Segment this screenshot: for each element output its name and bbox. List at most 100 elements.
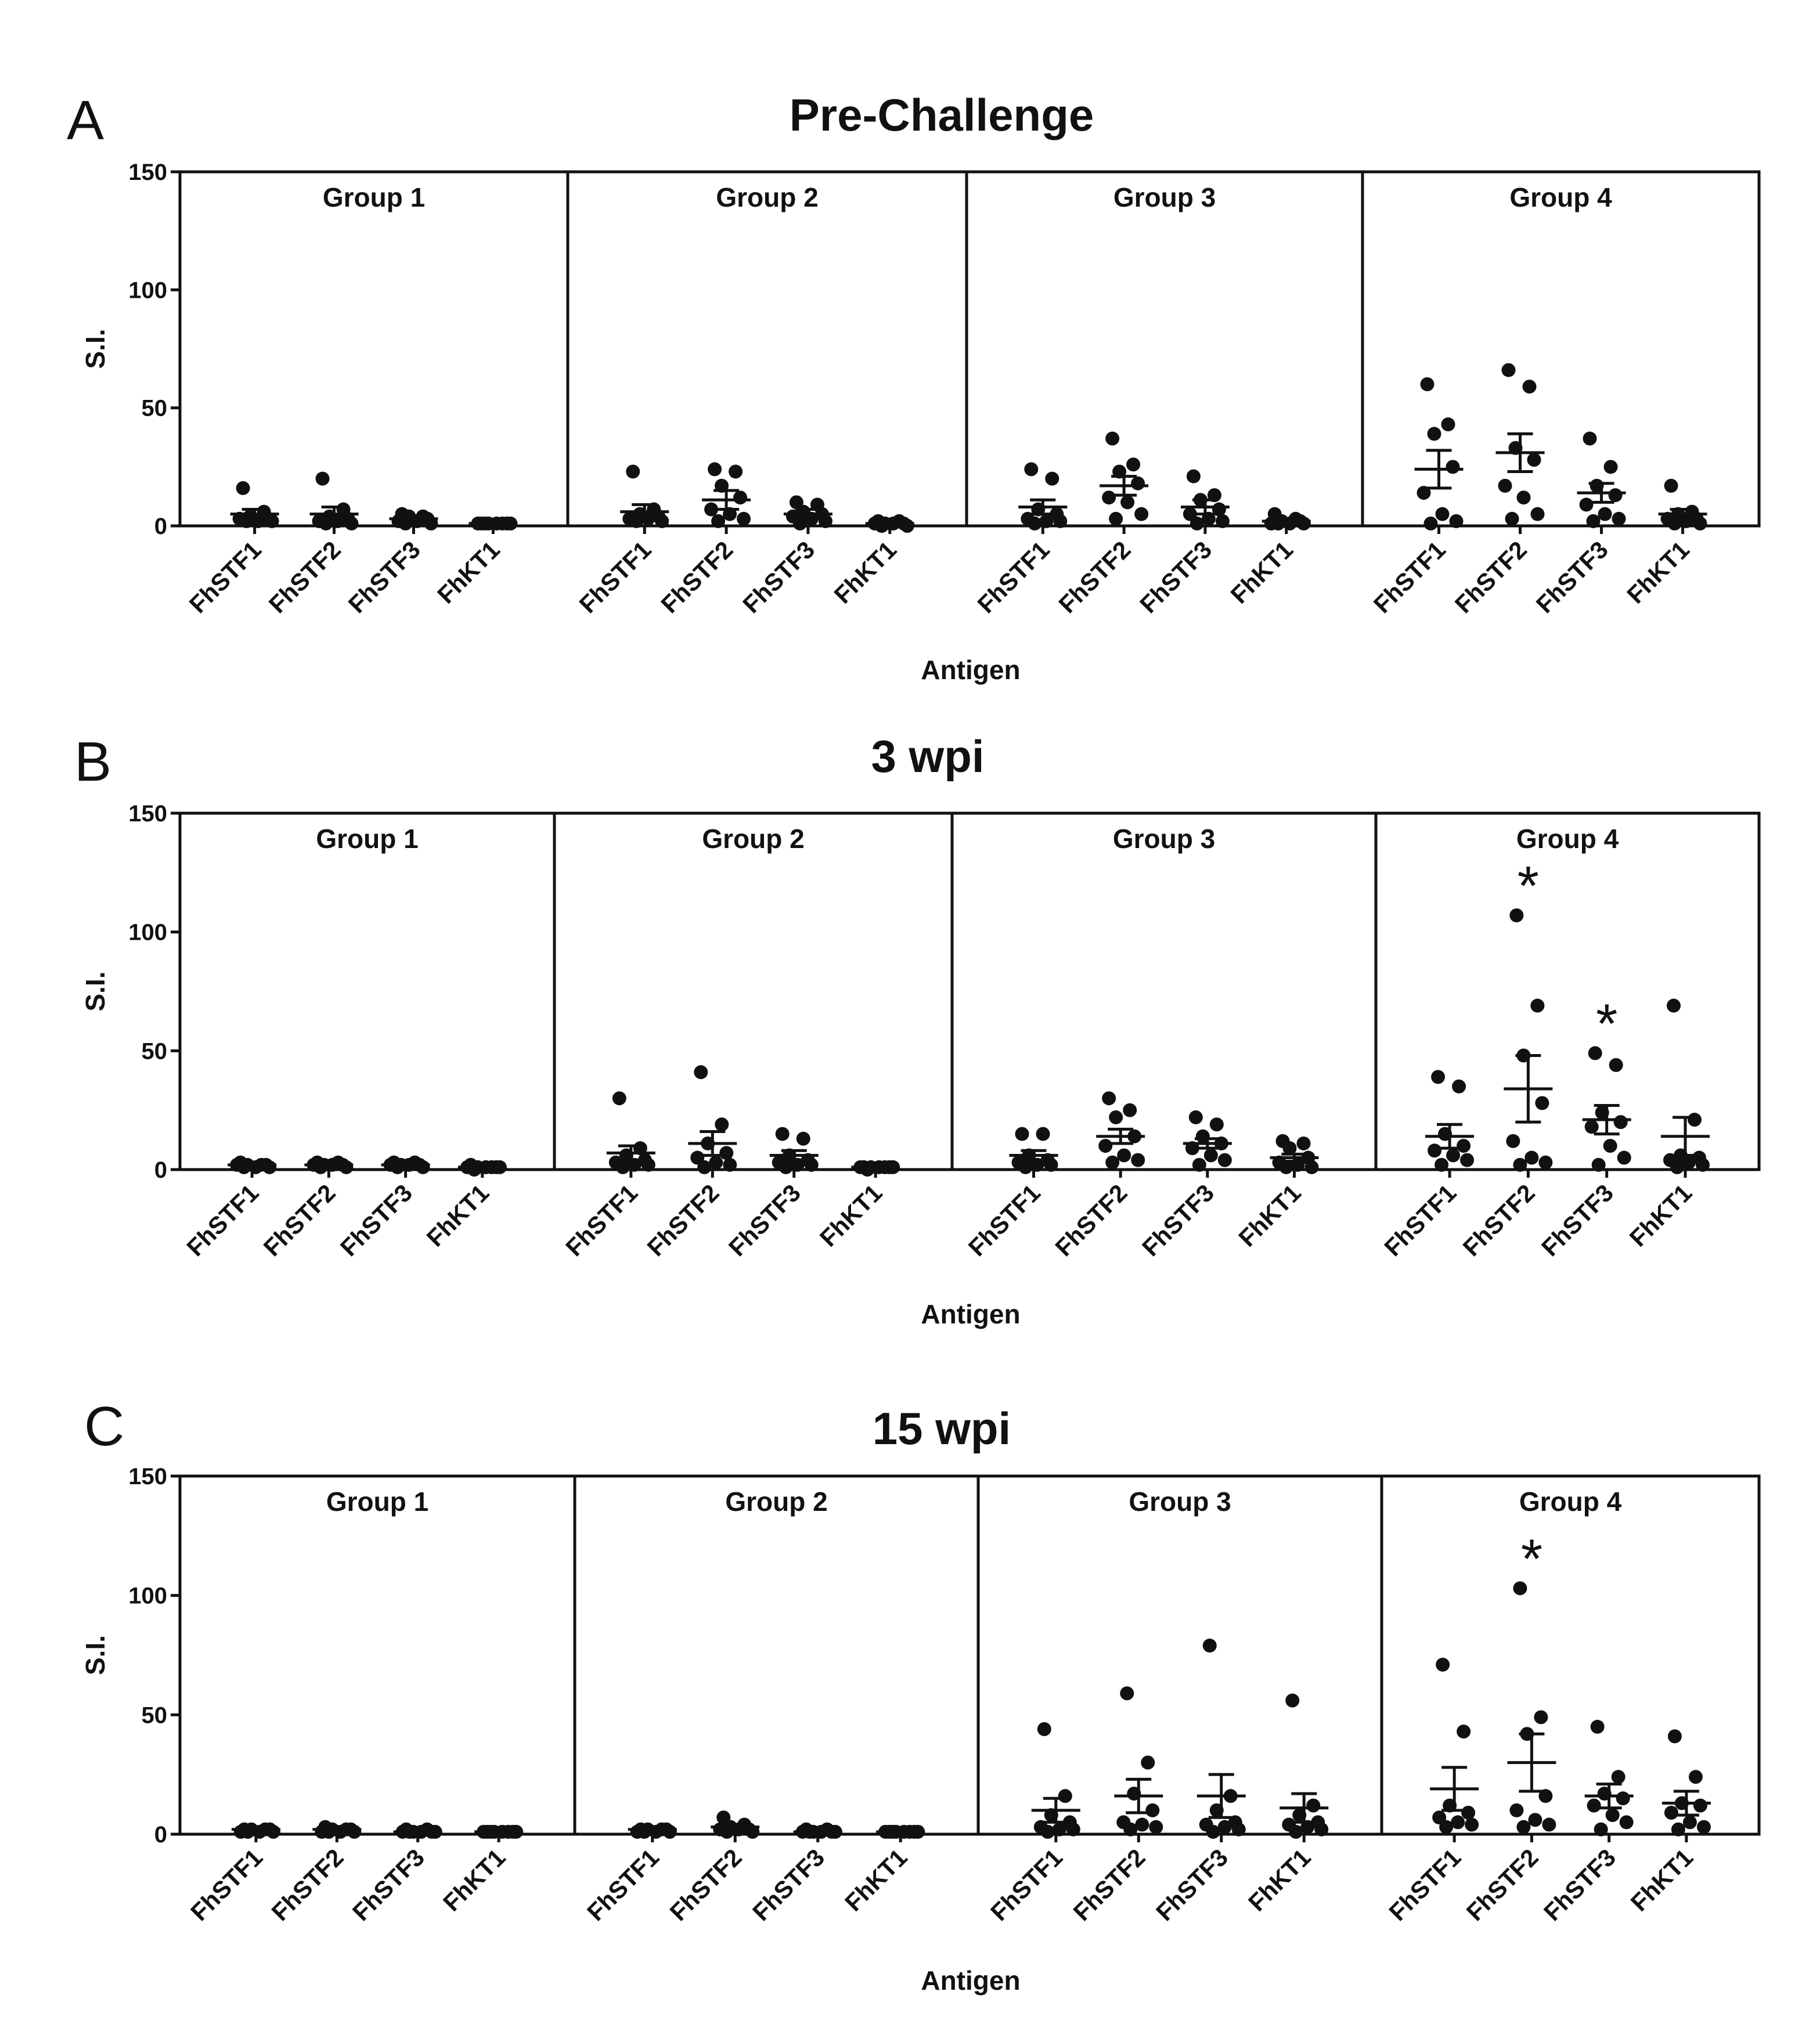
group-label: Group 3 bbox=[1113, 182, 1216, 212]
data-point bbox=[1513, 1581, 1527, 1596]
data-point bbox=[796, 1131, 810, 1146]
x-category-label: FhSTF1 bbox=[181, 1179, 264, 1261]
data-point bbox=[1306, 1798, 1321, 1813]
data-point bbox=[1436, 1657, 1450, 1672]
series-fhkt1: FhKT1 bbox=[1243, 1693, 1329, 1917]
data-point bbox=[237, 1160, 251, 1174]
data-point bbox=[1609, 1058, 1623, 1072]
data-point bbox=[1696, 1820, 1711, 1834]
data-point bbox=[1120, 1686, 1134, 1701]
series-fhkt1: FhKT1 bbox=[828, 514, 914, 609]
y-tick-label: 0 bbox=[154, 1822, 167, 1848]
data-point bbox=[1420, 377, 1435, 391]
data-point bbox=[1603, 1139, 1617, 1153]
x-category-label: FhKT1 bbox=[1233, 1179, 1306, 1252]
x-category-label: FhSTF1 bbox=[560, 1179, 643, 1261]
data-point bbox=[1619, 1815, 1634, 1830]
group-label: Group 2 bbox=[725, 1487, 827, 1517]
data-point bbox=[1513, 1157, 1527, 1172]
y-tick-label: 150 bbox=[128, 1464, 167, 1489]
series-fhkt1: FhKT1 bbox=[815, 1160, 900, 1252]
y-tick-label: 50 bbox=[142, 1702, 168, 1728]
panel-letter: C bbox=[84, 1395, 124, 1457]
group-label: Group 4 bbox=[1516, 824, 1619, 854]
data-point bbox=[467, 1163, 481, 1177]
data-point bbox=[1695, 1157, 1710, 1172]
data-point bbox=[1131, 476, 1145, 490]
data-point bbox=[1285, 1693, 1300, 1708]
series-fhkt1: FhKT1 bbox=[1233, 1134, 1319, 1252]
data-point bbox=[1203, 1148, 1218, 1163]
data-point bbox=[1117, 1148, 1131, 1163]
y-tick-label: 50 bbox=[142, 396, 168, 421]
data-point bbox=[1131, 1153, 1145, 1167]
data-point bbox=[1681, 1155, 1696, 1170]
data-point bbox=[1102, 490, 1116, 505]
y-tick-label: 100 bbox=[128, 277, 167, 303]
data-point bbox=[1432, 1810, 1447, 1825]
data-point bbox=[1449, 514, 1464, 528]
y-axis-title: S.I. bbox=[80, 1635, 110, 1675]
series-fhstf3: * FhSTF3 bbox=[1536, 993, 1631, 1261]
data-point bbox=[1667, 1729, 1682, 1744]
series-fhstf2: FhSTF2 bbox=[642, 1065, 737, 1261]
data-point bbox=[626, 464, 640, 479]
data-point bbox=[1588, 1046, 1602, 1060]
data-point bbox=[1186, 469, 1201, 484]
data-point bbox=[1465, 1817, 1479, 1832]
data-point bbox=[1289, 1824, 1303, 1839]
series-fhstf3: FhSTF3 bbox=[737, 495, 832, 618]
y-tick-label: 100 bbox=[128, 1583, 167, 1609]
data-point bbox=[704, 502, 719, 517]
x-axis-title: Antigen bbox=[921, 1965, 1020, 1996]
data-point bbox=[1435, 507, 1450, 521]
x-category-label: FhSTF3 bbox=[1134, 536, 1217, 618]
data-point bbox=[1053, 514, 1068, 528]
data-point bbox=[637, 1824, 651, 1839]
data-point bbox=[1066, 1822, 1080, 1837]
data-point bbox=[1446, 460, 1460, 474]
data-point bbox=[715, 1117, 729, 1132]
series-fhstf1: FhSTF1 bbox=[560, 1091, 655, 1261]
data-point bbox=[1141, 1755, 1155, 1770]
data-point bbox=[1611, 1770, 1626, 1784]
data-point bbox=[1591, 1157, 1606, 1172]
group-label: Group 1 bbox=[316, 824, 418, 854]
panel-title: 3 wpi bbox=[871, 731, 984, 782]
data-point bbox=[1098, 1139, 1113, 1153]
data-point bbox=[319, 516, 333, 531]
x-category-label: FhSTF1 bbox=[1368, 536, 1451, 618]
series-fhkt1: FhKT1 bbox=[438, 1824, 524, 1917]
data-point bbox=[1598, 507, 1612, 521]
data-point bbox=[266, 1824, 280, 1839]
x-category-label: FhKT1 bbox=[438, 1843, 511, 1917]
x-category-label: FhSTF3 bbox=[1538, 1843, 1621, 1926]
data-point bbox=[1296, 1136, 1311, 1150]
data-point bbox=[1498, 478, 1512, 493]
series-fhstf1: FhSTF1 bbox=[1368, 377, 1464, 618]
data-point bbox=[1460, 1153, 1475, 1167]
plot-frame bbox=[178, 170, 1761, 528]
x-category-label: FhSTF2 bbox=[1461, 1843, 1544, 1926]
x-category-label: FhSTF2 bbox=[1050, 1179, 1132, 1261]
x-category-label: FhSTF2 bbox=[1450, 536, 1532, 618]
panel-letter: A bbox=[67, 89, 104, 151]
x-category-label: FhSTF3 bbox=[1536, 1179, 1619, 1261]
data-point bbox=[1461, 1805, 1476, 1820]
series-fhstf1: FhSTF1 bbox=[985, 1722, 1080, 1926]
data-point bbox=[1528, 1813, 1543, 1827]
data-point bbox=[1037, 1722, 1051, 1737]
data-point bbox=[641, 1157, 655, 1172]
x-category-label: FhSTF2 bbox=[264, 536, 346, 618]
data-point bbox=[697, 1160, 712, 1174]
data-point bbox=[1538, 1155, 1553, 1170]
x-category-label: FhSTF1 bbox=[582, 1843, 664, 1926]
x-category-label: FhSTF1 bbox=[963, 1179, 1046, 1261]
data-point bbox=[1134, 507, 1149, 521]
x-category-label: FhSTF3 bbox=[1531, 536, 1613, 618]
data-point bbox=[1282, 1141, 1297, 1156]
